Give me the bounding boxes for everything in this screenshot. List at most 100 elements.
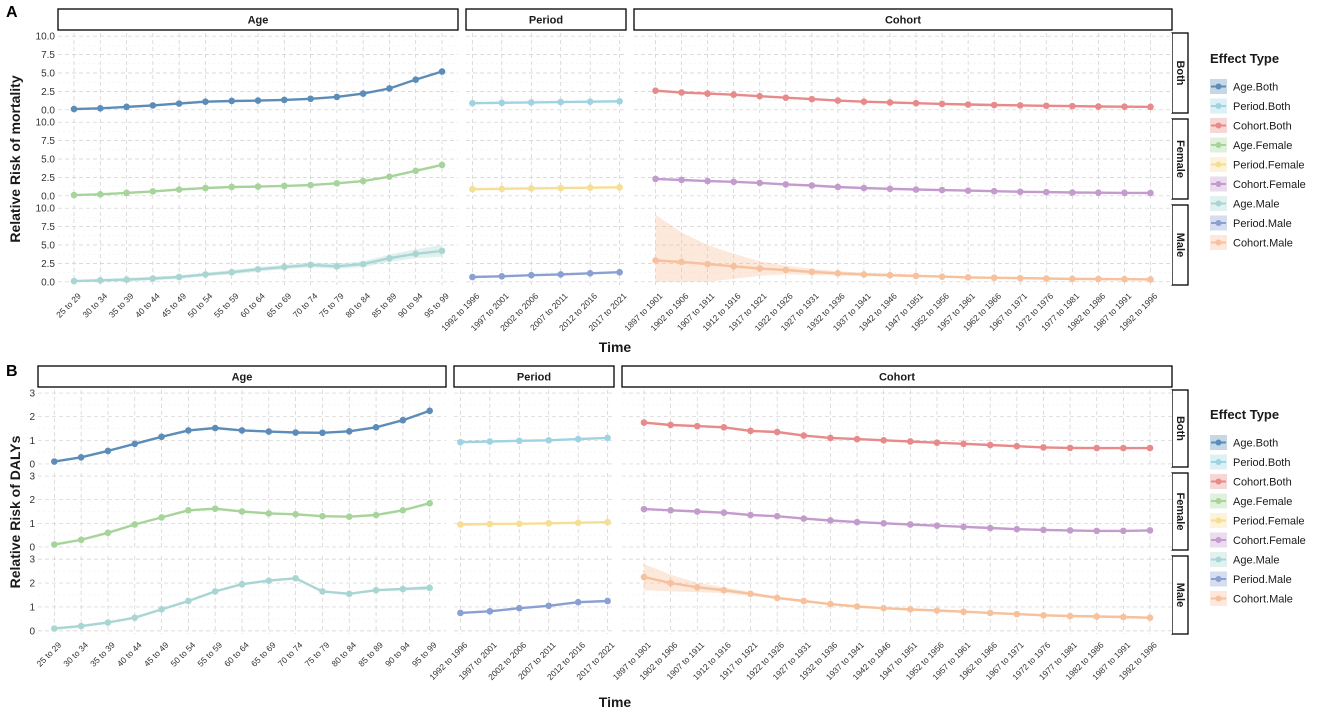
y-tick-label: 2 bbox=[29, 412, 35, 423]
data-point bbox=[131, 521, 139, 528]
data-point bbox=[438, 68, 446, 75]
data-point bbox=[131, 614, 139, 622]
data-point bbox=[1095, 275, 1102, 283]
panel-A: A Age Period Cohort Both Female Male Relative R… bbox=[6, 4, 1189, 355]
strip-label: Female bbox=[1174, 493, 1186, 531]
series-line bbox=[655, 177, 1151, 195]
legend-label: Cohort.Female bbox=[1233, 535, 1306, 547]
x-tick-label: 70 to 74 bbox=[291, 291, 320, 320]
legend-label: Period.Female bbox=[1233, 516, 1305, 528]
data-point bbox=[586, 184, 594, 192]
data-point bbox=[359, 177, 367, 185]
x-tick-label: 80 to 84 bbox=[343, 291, 372, 320]
data-point bbox=[265, 428, 273, 435]
data-point bbox=[438, 247, 446, 255]
legend-key bbox=[1215, 498, 1222, 504]
series-age-both-A bbox=[70, 68, 446, 113]
data-point bbox=[652, 175, 659, 183]
data-point bbox=[498, 99, 506, 107]
data-point bbox=[1147, 103, 1154, 111]
data-point bbox=[1069, 189, 1076, 196]
data-point bbox=[202, 98, 209, 106]
data-point bbox=[238, 580, 246, 588]
data-point bbox=[1013, 525, 1021, 533]
strip-female-A: Female bbox=[1171, 118, 1189, 200]
legend-label: Period.Both bbox=[1233, 101, 1290, 113]
y-tick-label: 5.0 bbox=[41, 69, 55, 80]
data-point bbox=[808, 268, 816, 276]
legend-key bbox=[1215, 576, 1222, 582]
data-point bbox=[399, 585, 407, 593]
data-point bbox=[238, 427, 246, 434]
data-point bbox=[457, 521, 464, 528]
y-tick-label: 2 bbox=[29, 579, 35, 590]
data-point bbox=[292, 574, 299, 582]
legend-label: Period.Both bbox=[1233, 457, 1290, 469]
data-point bbox=[175, 273, 183, 281]
data-point bbox=[498, 272, 506, 280]
data-point bbox=[527, 271, 535, 279]
data-point bbox=[652, 87, 659, 94]
y-tick-label: 1 bbox=[29, 519, 35, 530]
strip-cohort-B: Cohort bbox=[621, 365, 1173, 388]
strip-label: Age bbox=[232, 372, 253, 384]
panel-period-female bbox=[466, 119, 626, 199]
x-axis-title: Time bbox=[599, 339, 632, 355]
legend-key bbox=[1215, 83, 1222, 90]
y-tick-label: 1 bbox=[29, 436, 35, 447]
data-point bbox=[399, 507, 407, 514]
data-point bbox=[426, 499, 433, 507]
data-point bbox=[773, 428, 781, 436]
series-line bbox=[643, 421, 1150, 450]
series-age-female-A bbox=[70, 161, 446, 199]
panel-period-female bbox=[454, 473, 614, 550]
data-point bbox=[834, 97, 842, 104]
data-point bbox=[652, 257, 659, 264]
strip-male-B: Male bbox=[1171, 555, 1189, 635]
legend-key bbox=[1215, 181, 1222, 187]
x-tick-label: 25 to 29 bbox=[54, 291, 83, 320]
legend-label: Cohort.Male bbox=[1233, 238, 1293, 250]
data-point bbox=[782, 181, 790, 188]
data-point bbox=[808, 95, 816, 103]
data-point bbox=[782, 94, 790, 101]
y-axis-title: Relative Risk of mortality bbox=[7, 75, 23, 242]
series-cohort-male-A bbox=[652, 214, 1154, 283]
panel-age-both: 0.0 2.5 5.0 7.5 10.0 bbox=[36, 32, 458, 116]
data-point bbox=[616, 98, 623, 105]
panel-tag-B: B bbox=[6, 363, 18, 380]
series-period-female-B bbox=[457, 518, 611, 528]
legend-entry: Period.Female bbox=[1210, 157, 1305, 172]
x-axis-title: Time bbox=[599, 694, 632, 710]
legend-key bbox=[1215, 122, 1222, 129]
legend-entry: Age.Female bbox=[1210, 137, 1292, 153]
data-point bbox=[202, 271, 209, 278]
data-point bbox=[678, 258, 685, 266]
data-point bbox=[1146, 444, 1154, 452]
x-tick-label: 55 to 59 bbox=[212, 291, 241, 320]
data-point bbox=[693, 508, 701, 515]
legend-B: Effect Type Age.Both Period.Both Cohort.Bot… bbox=[1210, 407, 1306, 606]
data-point bbox=[860, 271, 868, 278]
data-point bbox=[333, 93, 341, 101]
data-point bbox=[345, 428, 353, 435]
strip-label: Period bbox=[517, 372, 551, 384]
y-axis-title: Relative Risk of DALYs bbox=[7, 435, 23, 588]
panel-period-male bbox=[466, 205, 626, 285]
data-point bbox=[1147, 189, 1154, 197]
data-point bbox=[228, 268, 236, 276]
y-tick-label: 3 bbox=[29, 389, 35, 400]
data-point bbox=[853, 518, 861, 526]
x-tick-label: 75 to 79 bbox=[303, 640, 332, 669]
data-point bbox=[853, 603, 861, 610]
data-point bbox=[1013, 610, 1021, 618]
panel-cohort-both bbox=[634, 33, 1172, 113]
x-tick-label: 60 to 64 bbox=[222, 640, 251, 669]
data-point bbox=[104, 529, 112, 537]
data-point bbox=[319, 588, 326, 595]
data-point bbox=[557, 271, 565, 278]
x-tick-label: 60 to 64 bbox=[238, 291, 267, 320]
legend-label: Period.Male bbox=[1233, 218, 1292, 230]
legend-label: Age.Male bbox=[1233, 199, 1279, 211]
series-line bbox=[460, 599, 608, 615]
